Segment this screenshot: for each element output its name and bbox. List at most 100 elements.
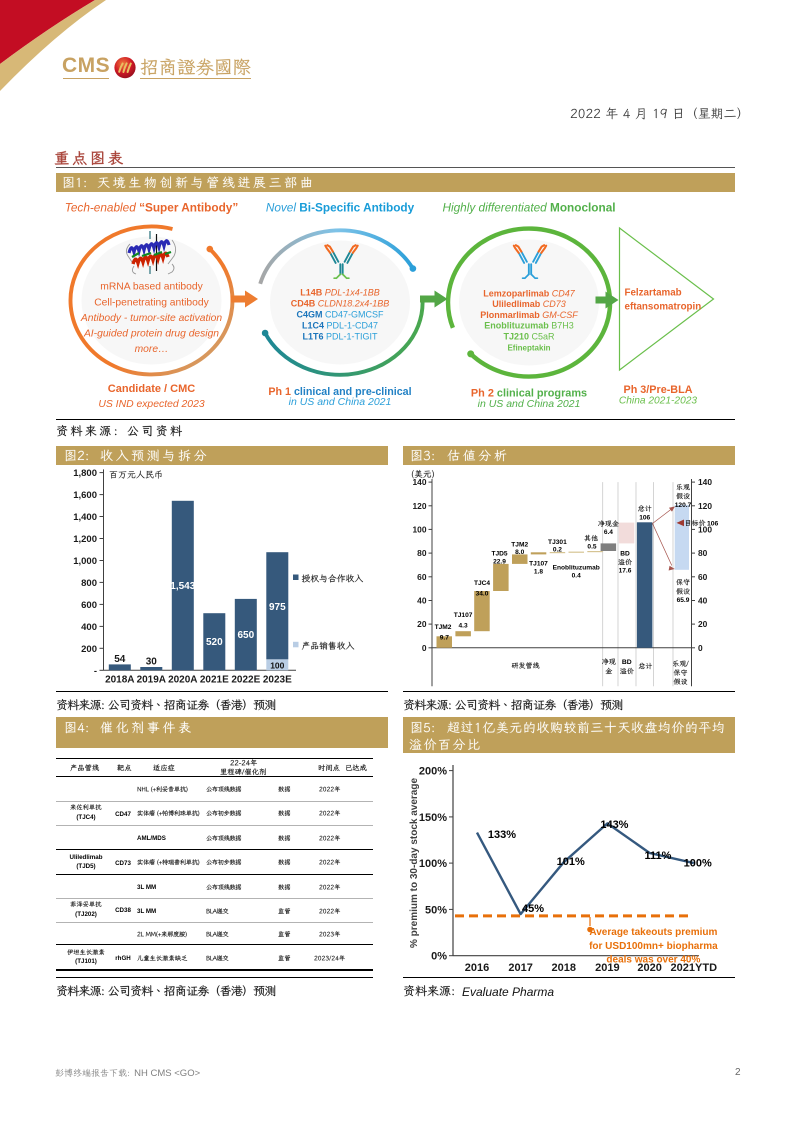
svg-text:2019: 2019: [595, 962, 619, 974]
svg-text:China 2021-2023: China 2021-2023: [619, 395, 698, 406]
svg-text:100: 100: [413, 524, 427, 534]
svg-text:CD38: CD38: [115, 907, 131, 914]
svg-text:0: 0: [422, 643, 427, 653]
svg-text:40: 40: [417, 596, 427, 606]
svg-text:AML/MDS: AML/MDS: [137, 835, 166, 842]
svg-text:CD47: CD47: [115, 811, 131, 818]
svg-text:1,600: 1,600: [73, 490, 97, 501]
svg-text:140: 140: [698, 477, 712, 487]
svg-text:% premium to 30-day stock aver: % premium to 30-day stock average: [409, 778, 420, 949]
svg-text:2016: 2016: [465, 962, 489, 974]
svg-text:520: 520: [206, 637, 223, 648]
svg-text:20: 20: [417, 619, 427, 629]
svg-text:2020A: 2020A: [168, 674, 197, 685]
svg-text:Ph 1 clinical and pre-clinical: Ph 1 clinical and pre-clinical: [268, 386, 411, 398]
svg-text:120: 120: [413, 501, 427, 511]
svg-text:45%: 45%: [522, 903, 544, 915]
svg-text:AI-guided protein drug design: AI-guided protein drug design: [83, 328, 219, 339]
svg-text:TJC4: TJC4: [474, 580, 490, 587]
svg-text:120: 120: [698, 501, 712, 511]
svg-text:deals was over 40%: deals was over 40%: [606, 955, 700, 966]
svg-text:Enoblituzumab: Enoblituzumab: [553, 565, 600, 572]
svg-text:0.2: 0.2: [553, 547, 562, 554]
svg-text:1,000: 1,000: [73, 556, 97, 567]
svg-text:in US and China 2021: in US and China 2021: [289, 396, 392, 408]
svg-text:111%: 111%: [645, 850, 672, 862]
svg-text:0.5: 0.5: [587, 543, 596, 550]
svg-text:650: 650: [237, 630, 254, 641]
svg-text:TJ107: TJ107: [454, 612, 473, 619]
svg-text:3L MM: 3L MM: [137, 908, 156, 915]
svg-text:3L MM: 3L MM: [137, 884, 156, 891]
svg-text:100: 100: [270, 660, 284, 670]
svg-text:975: 975: [269, 602, 286, 613]
svg-text:120.7: 120.7: [675, 502, 692, 509]
svg-text:22.9: 22.9: [493, 559, 506, 566]
svg-text:Efineptakin: Efineptakin: [507, 343, 550, 352]
svg-text:40: 40: [698, 596, 708, 606]
svg-text:2021YTD: 2021YTD: [671, 962, 718, 974]
svg-text:54: 54: [114, 654, 126, 665]
svg-text:Felzartamab: Felzartamab: [625, 287, 682, 298]
svg-text:Average takeouts premium: Average takeouts premium: [589, 927, 717, 938]
svg-text:Uliledlimab: Uliledlimab: [69, 854, 102, 861]
svg-text:Antibody - tumor-site activati: Antibody - tumor-site activation: [80, 312, 222, 323]
svg-text:20: 20: [698, 619, 708, 629]
svg-text:2018: 2018: [552, 962, 576, 974]
svg-text:Tech-enabled “Super Antibody”: Tech-enabled “Super Antibody”: [65, 200, 239, 214]
svg-text:2020: 2020: [637, 962, 661, 974]
svg-text:TJ210 C5aR: TJ210 C5aR: [503, 331, 555, 341]
svg-text:400: 400: [81, 622, 97, 633]
svg-text:60: 60: [417, 572, 427, 582]
svg-text:mRNA based antibody: mRNA based antibody: [100, 281, 203, 292]
svg-text:150%: 150%: [419, 812, 447, 824]
svg-text:TJM2: TJM2: [511, 542, 528, 549]
svg-text:Novel Bi-Specific Antibody: Novel Bi-Specific Antibody: [266, 200, 415, 214]
svg-text:80: 80: [417, 548, 427, 558]
svg-text:BD: BD: [620, 551, 630, 558]
svg-text:2017: 2017: [508, 962, 532, 974]
svg-text:2022E: 2022E: [231, 674, 260, 685]
svg-text:(TJ101): (TJ101): [75, 958, 97, 965]
svg-text:143%: 143%: [600, 819, 628, 831]
svg-text:8.0: 8.0: [515, 549, 524, 556]
svg-text:0%: 0%: [431, 951, 447, 963]
svg-text:60: 60: [698, 572, 708, 582]
svg-text:in US and China 2021: in US and China 2021: [478, 398, 581, 410]
svg-text:9.7: 9.7: [440, 635, 449, 642]
svg-text:Highly differentiated Monoclon: Highly differentiated Monoclonal: [442, 200, 615, 214]
svg-text:100%: 100%: [684, 858, 712, 870]
svg-text:L1T6 PDL-1-TIGIT: L1T6 PDL-1-TIGIT: [302, 331, 378, 341]
svg-text:(TJD5): (TJD5): [76, 863, 95, 870]
svg-text:1,800: 1,800: [73, 468, 97, 479]
svg-text:Candidate / CMC: Candidate / CMC: [108, 383, 195, 395]
svg-text:50%: 50%: [425, 904, 447, 916]
svg-text:17.6: 17.6: [619, 567, 632, 574]
svg-text:CD73: CD73: [115, 860, 131, 867]
svg-text:106: 106: [639, 514, 650, 521]
svg-text:L1C4 PDL-1-CD47: L1C4 PDL-1-CD47: [302, 320, 378, 330]
svg-text:Ph 3/Pre-BLA: Ph 3/Pre-BLA: [624, 383, 693, 395]
svg-text:Enoblituzumab B7H3: Enoblituzumab B7H3: [484, 320, 574, 330]
svg-text:US IND expected 2023: US IND expected 2023: [98, 399, 204, 410]
svg-text:2023E: 2023E: [263, 674, 292, 685]
svg-text:CD4B CLDN18.2x4-1BB: CD4B CLDN18.2x4-1BB: [291, 298, 390, 308]
svg-text:100%: 100%: [419, 858, 447, 870]
svg-text:101%: 101%: [557, 856, 585, 868]
svg-text:2021E: 2021E: [200, 674, 229, 685]
svg-text:C4GM CD47-GMCSF: C4GM CD47-GMCSF: [296, 309, 384, 319]
svg-text:rhGH: rhGH: [115, 955, 131, 962]
svg-text:Ph 2 clinical programs: Ph 2 clinical programs: [471, 387, 587, 399]
svg-text:(TJ202): (TJ202): [75, 911, 97, 918]
svg-text:106: 106: [707, 520, 719, 527]
svg-text:133%: 133%: [488, 829, 516, 841]
svg-text:200: 200: [81, 644, 97, 655]
svg-text:200%: 200%: [419, 766, 447, 778]
svg-text:-: -: [94, 666, 97, 677]
svg-text:30: 30: [146, 657, 158, 668]
svg-text:TJ301: TJ301: [548, 539, 567, 546]
svg-text:TJ107: TJ107: [529, 561, 548, 568]
svg-text:1,543: 1,543: [170, 581, 195, 592]
svg-text:L14B PDL-1x4-1BB: L14B PDL-1x4-1BB: [300, 287, 380, 297]
svg-text:TJM2: TJM2: [435, 624, 452, 631]
